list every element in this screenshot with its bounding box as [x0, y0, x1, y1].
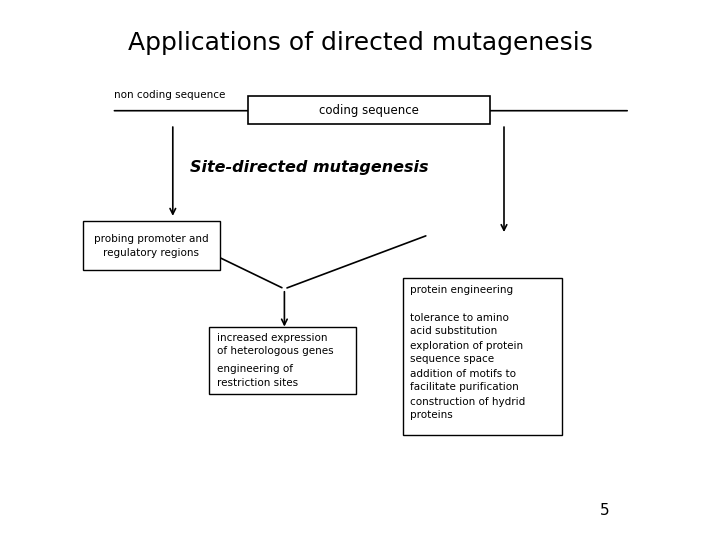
Text: Applications of directed mutagenesis: Applications of directed mutagenesis [127, 31, 593, 55]
Text: tolerance to amino
acid substitution: tolerance to amino acid substitution [410, 313, 509, 336]
Text: construction of hydrid
proteins: construction of hydrid proteins [410, 397, 526, 420]
Text: exploration of protein
sequence space: exploration of protein sequence space [410, 341, 523, 364]
Text: increased expression
of heterologous genes: increased expression of heterologous gen… [217, 333, 334, 356]
Text: coding sequence: coding sequence [319, 104, 419, 117]
Bar [403, 278, 562, 435]
Text: addition of motifs to
facilitate purification: addition of motifs to facilitate purific… [410, 369, 519, 392]
Text: engineering of
restriction sites: engineering of restriction sites [217, 364, 299, 388]
Text: probing promoter and
regulatory regions: probing promoter and regulatory regions [94, 234, 209, 258]
Text: Site-directed mutagenesis: Site-directed mutagenesis [190, 160, 429, 175]
Text: non coding sequence: non coding sequence [114, 90, 225, 100]
Text: 5: 5 [600, 503, 610, 518]
Bar [83, 221, 220, 270]
Bar [209, 327, 356, 394]
Text: protein engineering: protein engineering [410, 285, 513, 295]
Bar [248, 96, 490, 124]
